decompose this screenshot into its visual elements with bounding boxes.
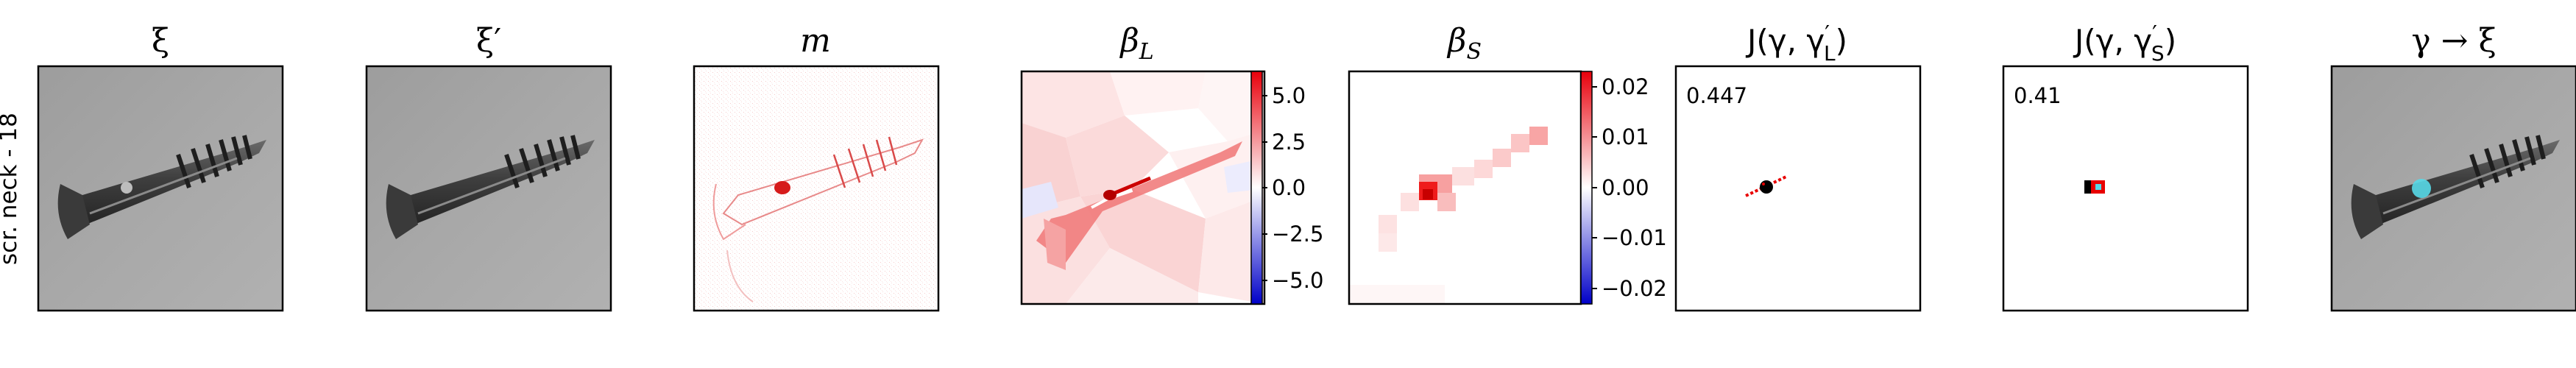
panel-title-beta-S: βS [1446,22,1482,65]
image-xi-prime [365,65,612,312]
panel-title-J-S-sub: S [2151,41,2165,66]
panel-title-J-S-sup: ′ [2152,21,2157,47]
colorbar-tick-beta-S-2: 0.00 [1602,175,1649,200]
image-gamma-xi [2330,65,2576,312]
panel-title-gamma-xi: γ → ξ [2411,22,2496,60]
colorbar-tick-beta-L-2: 0.0 [1272,175,1306,200]
colorbar-tick-beta-L-4: −5.0 [1272,268,1323,293]
panel-title-beta-S-sub: S [1466,39,1482,65]
colorbar-tick-beta-L-0: 5.0 [1272,83,1306,108]
colorbar-tick-beta-S-1: 0.01 [1602,124,1649,149]
image-m [693,65,940,312]
panel-J-S: J(γ, γ′ S) 0.41 [2002,21,2249,312]
panel-title-beta-S-main: β [1446,22,1466,60]
panel-beta-S: βS 0.02 [1348,22,1667,305]
panel-title-J-L: J(γ, γ′ L) [1745,21,1847,66]
row-label: scr. neck - 18 [0,113,22,265]
panel-title-J-S-pre: J(γ, γ [2073,23,2152,59]
image-J-S: 0.41 [2002,65,2249,312]
panel-title-J-L-sup: ′ [1825,21,1830,47]
panel-title-J-S-post: ) [2165,23,2176,59]
colorbar-tick-beta-S-4: −0.02 [1602,276,1667,301]
panel-title-xi: ξ [152,22,169,60]
panel-gamma-xi: γ → ξ [2330,22,2576,312]
image-J-L: 0.447 [1674,65,1922,312]
image-xi [37,65,284,312]
colorbar-tick-beta-L-3: −2.5 [1272,222,1323,247]
panel-m: m [693,22,940,312]
panel-xi: ξ [37,22,284,312]
panel-title-J-L-post: ) [1836,23,1847,59]
panel-title-m: m [800,22,831,60]
colorbar-tick-beta-L-1: 2.5 [1272,130,1306,155]
panel-J-L: J(γ, γ′ L) 0.447 [1674,21,1922,312]
image-beta-L [1020,70,1266,305]
colorbar-beta-S [1580,71,1593,305]
J-S-value: 0.41 [2014,83,2062,108]
panel-title-beta-L: βL [1119,22,1153,65]
panel-title-beta-L-main: β [1119,22,1139,60]
panel-title-beta-L-sub: L [1139,39,1154,65]
panel-title-xi-prime: ξ′ [476,22,501,60]
panel-title-J-L-pre: J(γ, γ [1745,23,1825,59]
J-L-value: 0.447 [1686,83,1747,108]
panel-title-J-L-sub: L [1824,41,1836,66]
panel-title-J-S: J(γ, γ′ S) [2073,21,2176,66]
image-beta-S [1348,70,1582,305]
colorbar-beta-L [1250,71,1263,305]
panel-xi-prime: ξ′ [365,22,612,312]
colorbar-ticks-beta-L: 5.0 2.5 0.0 −2.5 −5.0 [1262,83,1323,293]
panel-beta-L: βL [1020,22,1323,305]
colorbar-ticks-beta-S: 0.02 0.01 0.00 −0.01 −0.02 [1592,74,1667,301]
colorbar-tick-beta-S-0: 0.02 [1602,74,1649,99]
colorbar-tick-beta-S-3: −0.01 [1602,225,1667,250]
